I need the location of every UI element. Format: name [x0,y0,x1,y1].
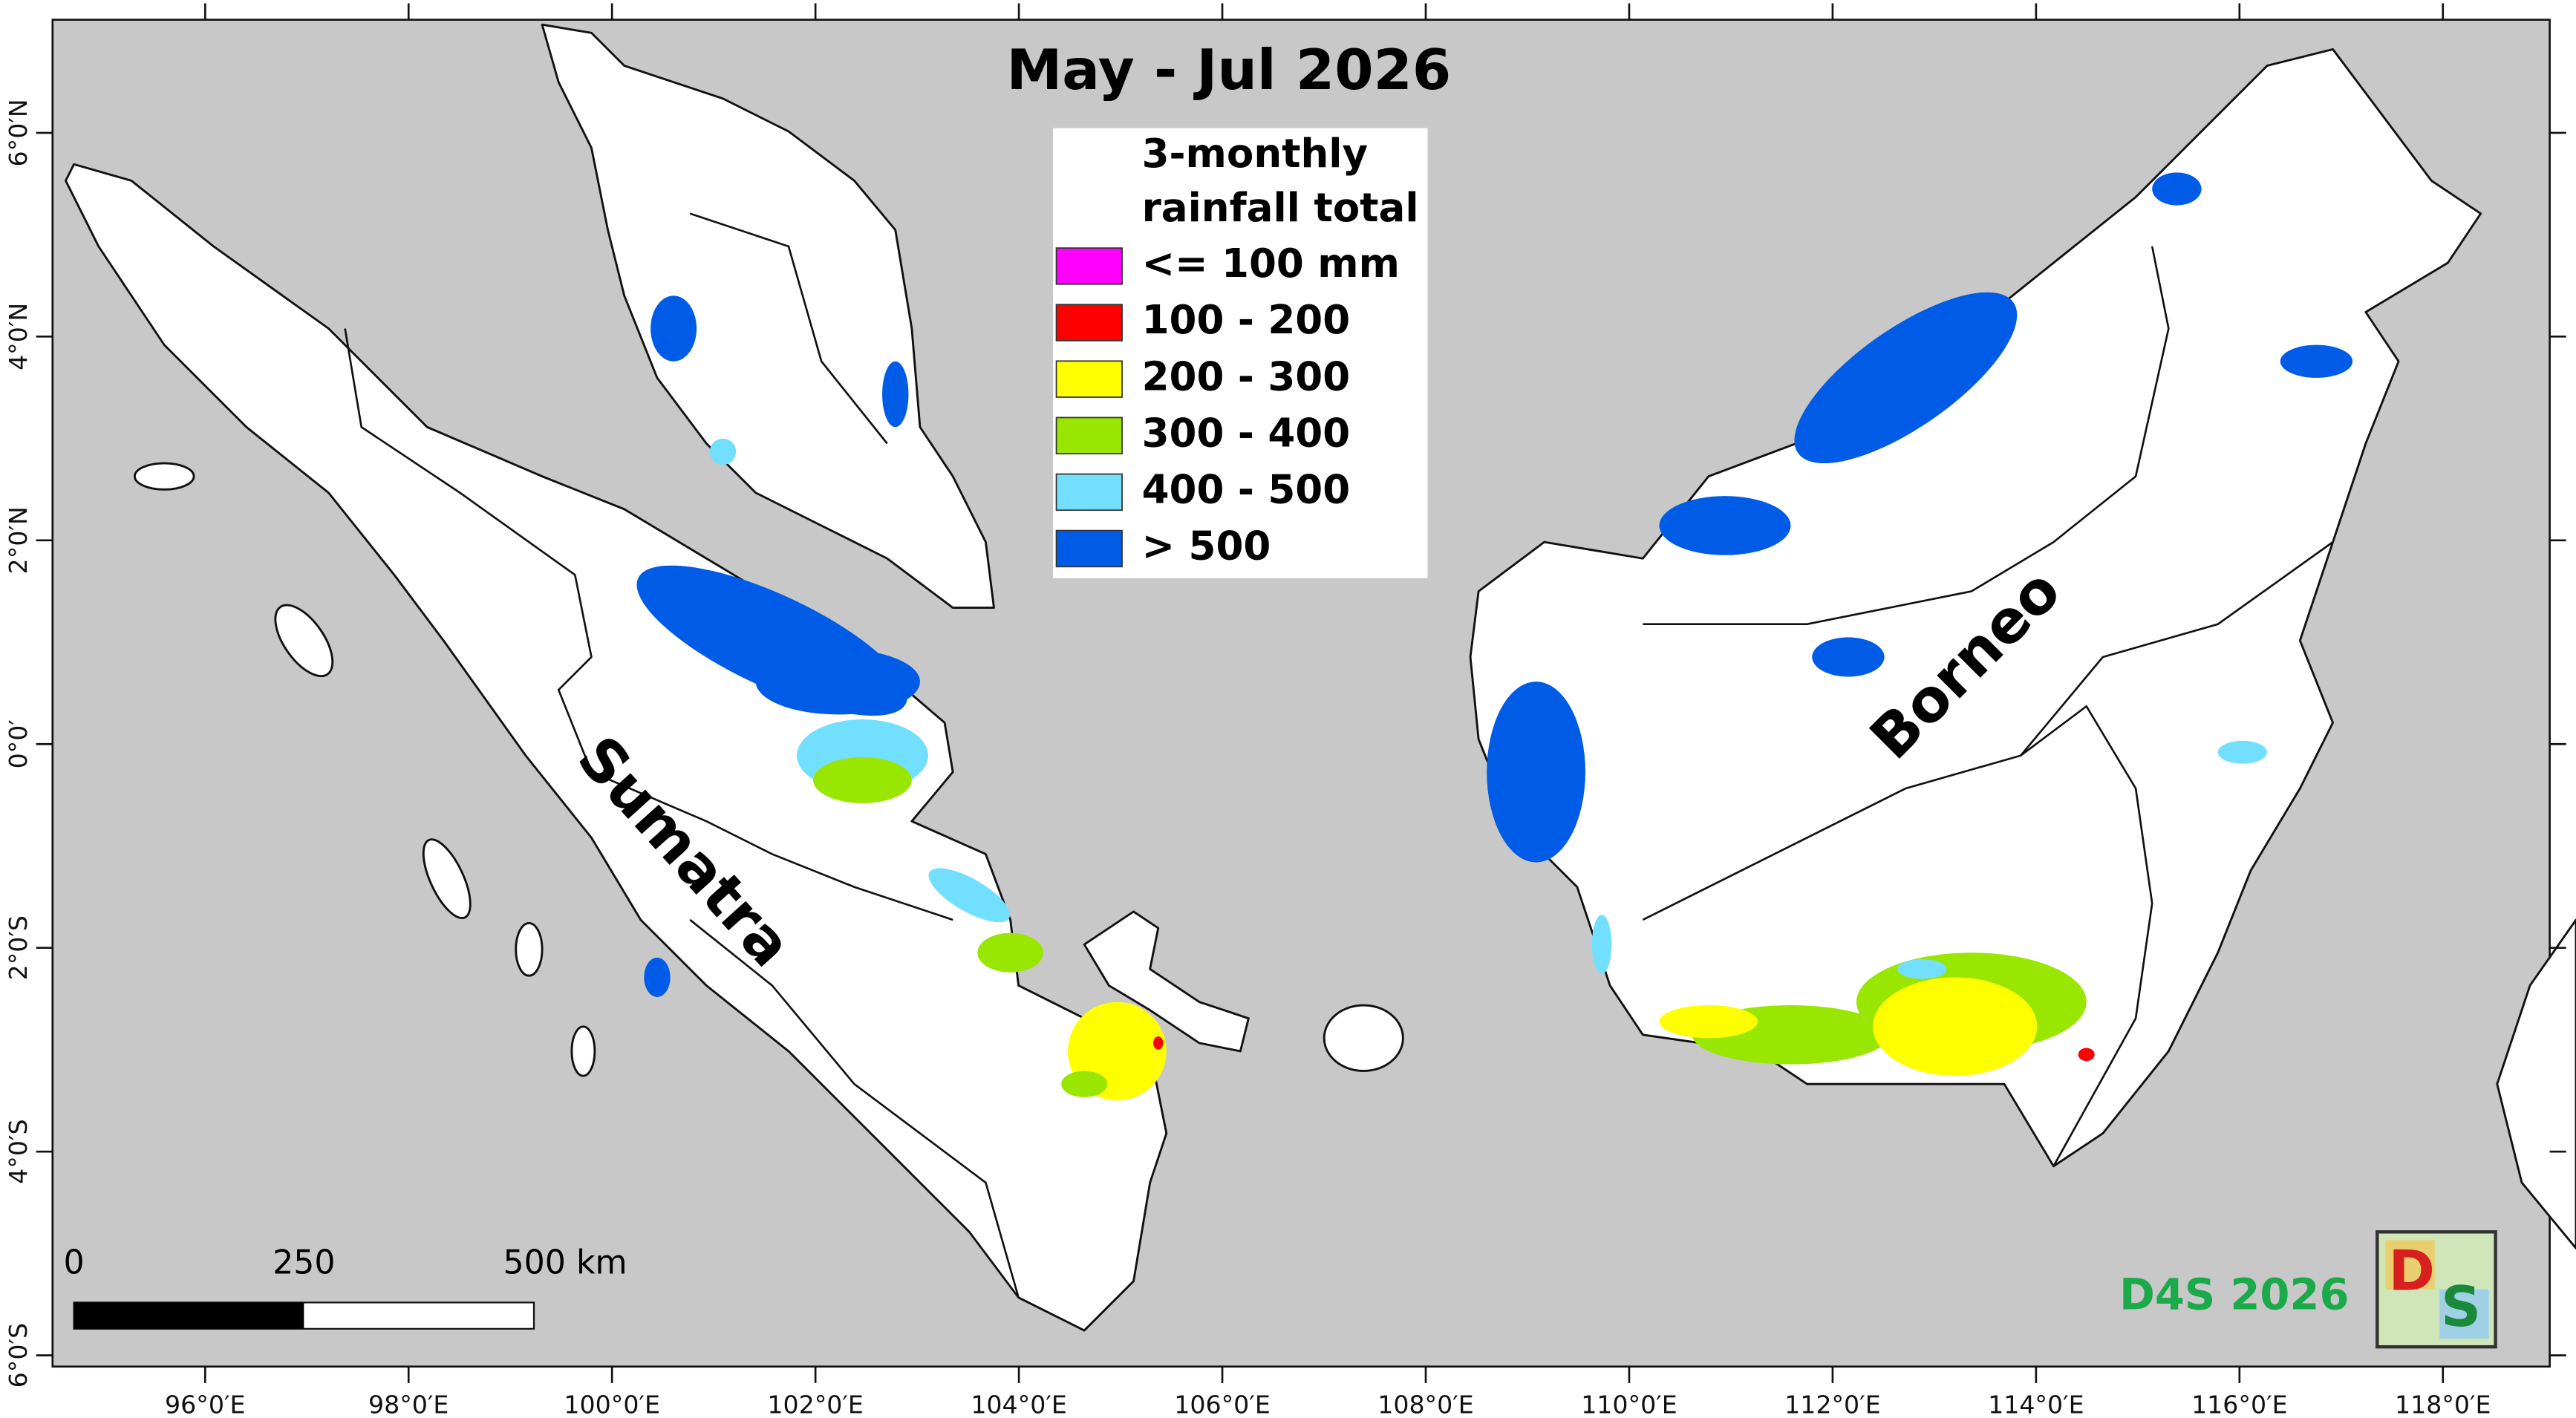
rain-patch [1591,915,1612,974]
scale-bar-segment [74,1302,304,1329]
rain-patch [813,757,912,803]
land [65,23,2576,1332]
rain-patch [2280,344,2353,378]
y-tick-label: 0°0′ [4,719,33,768]
legend-label: 300 - 400 [1142,410,1351,456]
province-border [689,918,1020,1298]
graticule: 96°0′E 98°0′E 100°0′E 102°0′E 104°0′E 106°0′E… [4,3,2566,1418]
x-tick-label: 114°0′E [1988,1390,2084,1418]
rain-patch [1153,1036,1164,1050]
y-tick-label: 4°0′N [4,303,33,370]
legend-swatch [1055,473,1123,512]
scale-label: 500 km [503,1244,627,1282]
rain-patch [977,932,1043,973]
rain-patch [928,868,1011,923]
simeulue [274,604,334,678]
rain-patch [1897,959,1947,979]
sulawesi [2496,918,2576,1249]
malay-peninsula [541,23,995,610]
sumatra [65,163,1168,1332]
logo-letter: S [2441,1274,2481,1339]
x-tick-label: 110°0′E [1581,1390,1677,1418]
logo: D S [2376,1230,2497,1349]
island [515,921,544,977]
rain-patch [1873,977,2038,1076]
legend-title: rainfall total [1142,185,1419,231]
y-tick-label: 2°0′N [4,506,33,574]
credit: D4S 2026 [2119,1270,2349,1319]
scale-label: 0 [63,1244,84,1282]
rain-patch [650,295,697,362]
rain-patch [755,648,920,715]
rain-patch [1794,292,2018,464]
legend-swatch [1055,304,1123,342]
rainfall [636,172,2353,1101]
rain-patch [1659,1005,1758,1039]
rain-patch [1487,682,1585,863]
logo-tile [2439,1289,2489,1339]
y-tick-label: 4°0′S [4,1119,33,1183]
province-border [2020,541,2334,757]
province-border [689,212,888,445]
x-tick-label: 116°0′E [2191,1390,2288,1418]
x-tick-label: 112°0′E [1784,1390,1881,1418]
provinces [344,212,2334,1298]
rain-patch [882,361,909,428]
x-tick-label: 98°0′E [368,1390,449,1418]
province-border [1643,246,2170,626]
rain-patch [1061,1071,1108,1097]
island [570,1025,596,1077]
legend-label: 400 - 500 [1142,466,1351,512]
logo-letter: D [2389,1238,2435,1303]
province-border [1642,705,2153,1167]
belitung [1323,1004,1404,1072]
y-tick-label: 6°0′N [4,99,33,166]
legend-label: 100 - 200 [1142,297,1351,343]
x-tick-label: 100°0′E [564,1390,660,1418]
borneo [1469,48,2482,1168]
map-title: May - Jul 2026 [1006,37,1451,102]
rain-patch [2078,1048,2095,1062]
legend-swatch [1055,360,1123,398]
bangka [1083,910,1250,1053]
rain-patch [1659,496,1791,555]
legend-label: <= 100 mm [1142,241,1400,287]
rain-patch [1812,637,1885,677]
x-tick-label: 118°0′E [2395,1390,2491,1418]
scale-bar: 0 250 500 km [63,1244,627,1330]
rain-patch [709,438,737,465]
legend-swatch [1055,247,1123,285]
x-tick-label: 102°0′E [767,1390,864,1418]
legend-label: > 500 [1142,523,1271,569]
scale-label: 250 [273,1244,335,1282]
nias [422,838,472,920]
rain-patch [2152,172,2202,206]
province-border [344,328,953,921]
x-tick-label: 96°0′E [165,1390,245,1418]
legend-swatch [1055,416,1123,454]
logo-tile [2385,1240,2435,1290]
y-tick-label: 6°0′S [4,1323,33,1388]
island [133,462,195,491]
x-tick-label: 108°0′E [1377,1390,1474,1418]
legend-swatch [1055,529,1123,568]
x-tick-label: 104°0′E [971,1390,1067,1418]
legend-label: 200 - 300 [1142,353,1351,399]
legend: 3-monthly rainfall total <= 100 mm 100 - … [1053,128,1428,578]
legend-title: 3-monthly [1142,131,1368,177]
rain-patch [644,957,671,997]
y-tick-label: 2°0′S [4,915,33,980]
rain-patch [2217,740,2268,764]
x-tick-label: 106°0′E [1174,1390,1271,1418]
